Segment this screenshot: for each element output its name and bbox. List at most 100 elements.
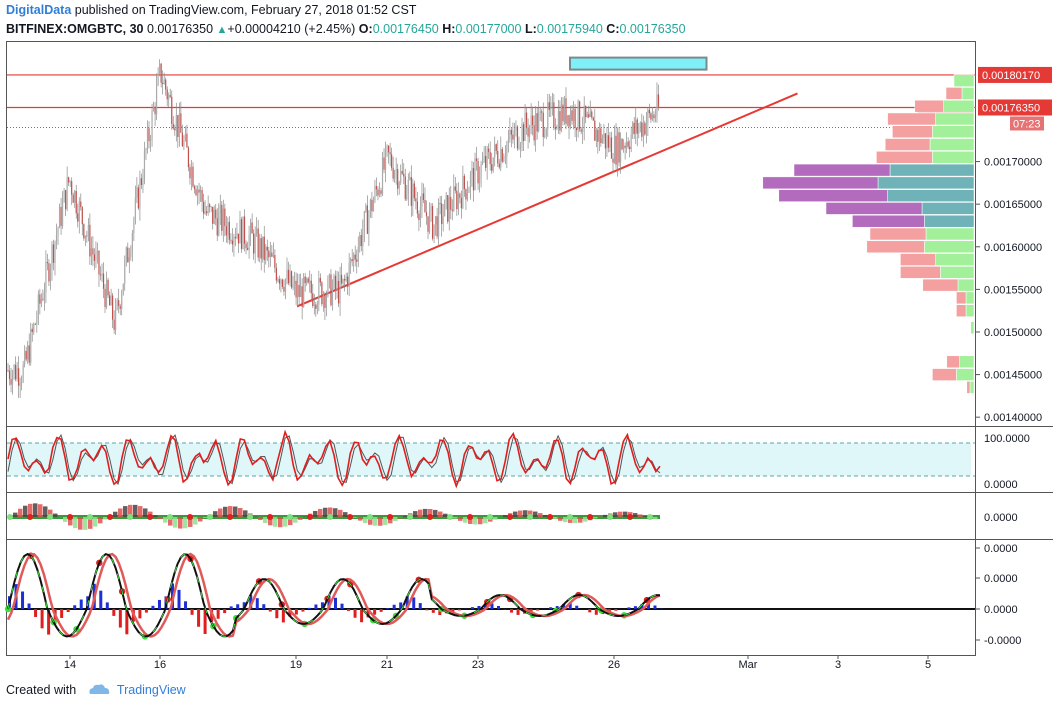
- high-label: H:: [442, 22, 456, 36]
- candle-down: [216, 218, 218, 236]
- osc2-bar: [613, 512, 618, 517]
- volume-profile-up-bar: [932, 125, 975, 139]
- open-value: 0.00176450: [372, 22, 439, 36]
- candle-down: [371, 199, 373, 212]
- candle-up: [630, 134, 632, 150]
- osc3-hist-bar: [236, 604, 240, 609]
- osc3-hist-bar: [197, 609, 201, 627]
- volume-profile-up-bar: [921, 202, 975, 215]
- tradingview-link[interactable]: TradingView: [116, 683, 186, 697]
- candle-up: [466, 192, 469, 200]
- candle-down: [463, 175, 465, 190]
- candle-down: [112, 295, 114, 320]
- candle-up: [331, 287, 334, 306]
- candle-down: [72, 194, 74, 203]
- candle-up: [363, 211, 365, 232]
- osc3-hist-bar: [307, 607, 311, 609]
- candle-down: [594, 120, 596, 141]
- osc3-hist-bar: [568, 603, 572, 609]
- candle-down: [108, 295, 111, 306]
- candle-down: [107, 279, 109, 296]
- osc2-dot: [627, 514, 633, 520]
- price-pane[interactable]: OMGBTC07:23: [7, 56, 1044, 399]
- oscillator-3-pane[interactable]: [4, 552, 975, 640]
- candle-up: [598, 128, 600, 142]
- candle-up: [254, 233, 256, 254]
- candle-up: [619, 138, 622, 163]
- candle-down: [401, 171, 403, 174]
- candle-down: [253, 233, 255, 254]
- volume-profile-up-bar: [935, 253, 975, 266]
- candle-up: [395, 169, 397, 173]
- price-label: 0.00176350: [982, 102, 1040, 114]
- candle-up: [49, 268, 52, 282]
- candle-up: [448, 197, 450, 222]
- candle-down: [245, 243, 247, 249]
- candle-down: [268, 250, 270, 258]
- volume-profile-up-bar: [970, 321, 975, 334]
- stochastic-pane[interactable]: [7, 429, 975, 489]
- candle-up: [11, 373, 14, 385]
- osc2-bar: [103, 517, 108, 520]
- osc2-bar: [478, 517, 483, 525]
- price-tick-label: 0.00140000: [984, 412, 1042, 424]
- candle-up: [101, 273, 103, 276]
- volume-profile-up-bar: [935, 112, 975, 126]
- candle-up: [529, 126, 531, 137]
- osc3-hist-bar: [268, 609, 272, 612]
- price-tick-label: 0.00165000: [984, 199, 1042, 211]
- oscillator-2-pane[interactable]: [7, 503, 660, 530]
- candle-down: [536, 113, 538, 132]
- candle-down: [522, 124, 525, 141]
- osc3-hist-bar: [646, 603, 650, 609]
- osc2-dot: [547, 514, 553, 520]
- osc2-dot: [207, 514, 213, 520]
- osc3-hist-bar: [184, 601, 188, 609]
- candle-up: [293, 280, 296, 285]
- candle-up: [462, 175, 464, 209]
- candle-up: [359, 235, 361, 247]
- osc2-bar: [393, 517, 398, 522]
- candle-down: [553, 102, 555, 128]
- osc2-bar: [458, 517, 463, 521]
- osc2-bar: [38, 504, 43, 517]
- candle-up: [453, 186, 455, 211]
- osc2-bar: [273, 517, 278, 527]
- osc2-bar: [13, 512, 18, 517]
- osc2-bar: [213, 511, 218, 517]
- candle-down: [287, 269, 290, 284]
- publisher-name[interactable]: DigitalData: [6, 3, 72, 17]
- price-axis[interactable]: 0.00170000 0.00165000 0.00160000 0.00155000…: [976, 66, 1052, 647]
- osc3-hist-bar: [288, 609, 292, 617]
- osc3-hist-bar: [438, 609, 442, 616]
- time-axis[interactable]: 14 16 19 21 23 26 Mar 3 5: [64, 655, 931, 671]
- price-label-box: [978, 66, 1052, 83]
- candle-down: [427, 216, 429, 232]
- candle-down: [512, 134, 514, 140]
- candle-up: [325, 295, 328, 308]
- osc2-bar: [158, 517, 163, 520]
- candle-up: [239, 219, 241, 244]
- osc3-hist-bar: [60, 609, 64, 618]
- candle-up: [556, 128, 558, 130]
- osc2-dot: [327, 514, 333, 520]
- osc2-bar: [528, 510, 533, 517]
- candle-down: [351, 259, 353, 262]
- candle-up: [40, 298, 42, 304]
- osc3-hist-bar: [112, 609, 116, 616]
- candle-down: [579, 101, 581, 130]
- candle-up: [152, 106, 155, 111]
- candle-down: [221, 204, 223, 231]
- candle-down: [271, 252, 273, 257]
- candle-down: [246, 248, 249, 250]
- candle-up: [582, 128, 584, 132]
- candle-up: [69, 181, 71, 183]
- price-tick-label: 0.00150000: [984, 327, 1042, 339]
- candle-up: [37, 294, 39, 320]
- volume-profile-down-bar: [762, 176, 879, 190]
- volume-profile-up-bar: [965, 304, 975, 317]
- candle-down: [304, 276, 306, 284]
- osc3-axis-label: 0.0000: [984, 543, 1018, 555]
- osc2-dot: [67, 514, 73, 520]
- osc2-bar: [43, 506, 48, 517]
